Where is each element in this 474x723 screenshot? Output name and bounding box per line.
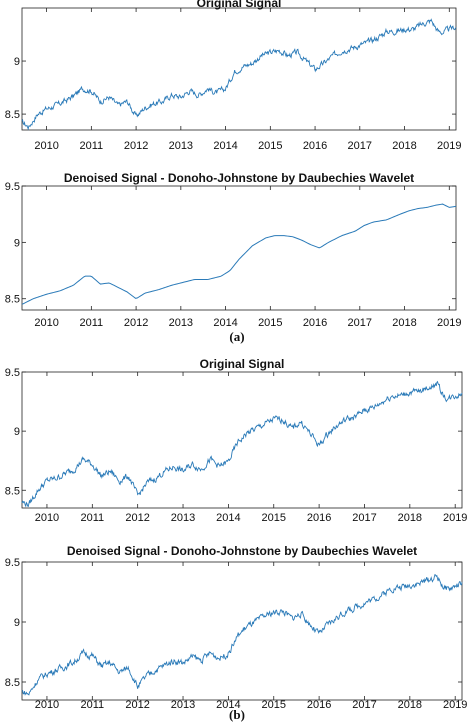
x-tick-label: 2014: [213, 317, 237, 329]
x-tick-label: 2012: [125, 512, 149, 524]
x-tick-label: 2019: [443, 699, 467, 711]
chart-panel-1: Original Signal 2010 2011 2012 2013 2014 2015 2…: [5, 0, 462, 152]
x-tick-label: 2017: [348, 317, 372, 329]
plot-frame: [21, 7, 457, 131]
plot-frame: [21, 371, 463, 509]
x-tick-label: 2012: [124, 317, 148, 329]
series-line: [21, 380, 463, 508]
x-tick-label: 2010: [35, 512, 59, 524]
x-tick-label: 2015: [262, 699, 286, 711]
chart-title: Original Signal: [200, 357, 285, 371]
chart-title: Denoised Signal - Donoho-Johnstone by Da…: [67, 544, 417, 558]
x-tick-label: 2011: [80, 317, 104, 329]
x-tick-label: 2014: [213, 140, 237, 152]
x-tick-label: 2017: [352, 512, 376, 524]
x-tick-label: 2019: [437, 317, 461, 329]
x-tick-label: 2012: [125, 699, 149, 711]
x-tick-label: 2011: [80, 140, 104, 152]
x-tick-label: 2018: [398, 699, 422, 711]
x-tick-label: 2014: [216, 699, 240, 711]
plot-frame: [21, 561, 463, 701]
y-tick-label: 9.5: [5, 181, 20, 193]
chart-title: Original Signal: [197, 0, 282, 10]
x-tick-label: 2019: [443, 512, 467, 524]
chart-title: Denoised Signal - Donoho-Johnstone by Da…: [64, 171, 414, 185]
x-tick-label: 2010: [34, 317, 58, 329]
chart-panel-3: Original Signal 2010 2011 2012 2013 2014 2015 2…: [5, 357, 468, 524]
y-tick-label: 9: [14, 617, 20, 629]
y-tick-label: 8.5: [5, 485, 20, 497]
x-tick-label: 2010: [35, 699, 59, 711]
x-tick-label: 2013: [169, 140, 193, 152]
series-line: [21, 203, 457, 305]
y-tick-label: 8.5: [5, 294, 20, 306]
chart-panel-4: Denoised Signal - Donoho-Johnstone by Da…: [5, 544, 468, 711]
x-tick-label: 2014: [216, 512, 240, 524]
chart-panel-2: Denoised Signal - Donoho-Johnstone by Da…: [5, 171, 462, 329]
x-tick-label: 2013: [169, 317, 193, 329]
x-tick-label: 2015: [258, 140, 282, 152]
caption-a: (a): [229, 329, 244, 344]
series-line: [21, 18, 457, 131]
y-tick-label: 9: [14, 237, 20, 249]
y-tick-label: 9: [14, 426, 20, 438]
y-tick-label: 9: [14, 56, 20, 68]
x-tick-label: 2015: [262, 512, 286, 524]
y-tick-label: 9.5: [5, 367, 20, 379]
plot-frame: [21, 185, 457, 311]
x-tick-label: 2018: [398, 512, 422, 524]
x-tick-label: 2010: [34, 140, 58, 152]
series-line: [21, 573, 463, 696]
y-tick-label: 9.5: [5, 557, 20, 569]
x-tick-label: 2017: [348, 140, 372, 152]
x-tick-label: 2016: [307, 512, 331, 524]
x-tick-label: 2016: [303, 317, 327, 329]
y-tick-label: 8.5: [5, 677, 20, 689]
x-tick-label: 2019: [437, 140, 461, 152]
x-tick-label: 2017: [352, 699, 376, 711]
y-tick-label: 8.5: [5, 109, 20, 121]
x-tick-label: 2011: [80, 699, 104, 711]
x-tick-label: 2013: [171, 699, 195, 711]
x-tick-label: 2012: [124, 140, 148, 152]
x-tick-label: 2015: [258, 317, 282, 329]
x-tick-label: 2013: [171, 512, 195, 524]
x-tick-label: 2018: [392, 140, 416, 152]
caption-b: (b): [229, 707, 245, 722]
x-tick-label: 2016: [307, 699, 331, 711]
x-tick-label: 2016: [303, 140, 327, 152]
x-tick-label: 2011: [80, 512, 104, 524]
x-tick-label: 2018: [392, 317, 416, 329]
